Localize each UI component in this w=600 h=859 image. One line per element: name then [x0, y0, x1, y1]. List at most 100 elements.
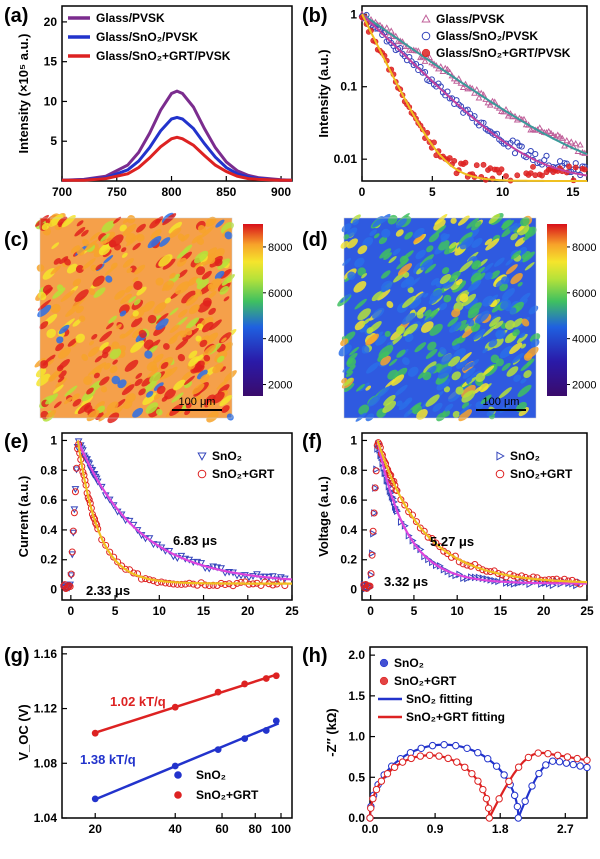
y-tick-label: 1.5 [348, 689, 365, 703]
data-point [498, 166, 505, 173]
pl-map-speck [77, 402, 92, 414]
pl-map-speck [216, 355, 225, 363]
x-tick-label: 750 [107, 185, 127, 199]
pl-map-speck [217, 258, 231, 270]
legend-label: Glass/SnO₂/PVSK [96, 30, 198, 44]
pl-map-speck [404, 333, 414, 343]
pl-map-speck [505, 258, 514, 266]
annotation: 1.38 kT/q [80, 752, 136, 767]
data-point [421, 48, 431, 58]
pl-map-speck [50, 265, 61, 275]
pl-map-speck [146, 390, 154, 398]
pl-map-speck [121, 327, 136, 339]
legend-label: SnO₂ fitting [406, 692, 473, 706]
data-point [555, 758, 564, 766]
pl-map-speck [395, 218, 407, 228]
pl-map-speck [201, 270, 212, 280]
data-point [468, 769, 476, 778]
pl-map-speck [402, 329, 411, 337]
pl-map-speck [499, 282, 508, 292]
pl-map-speck [462, 361, 474, 371]
pl-map-speck [357, 308, 371, 321]
data-point [554, 751, 562, 759]
pl-map-speck [387, 214, 398, 225]
data-point [390, 763, 399, 771]
pl-map-speck [153, 353, 164, 364]
pl-map-speck [489, 316, 501, 327]
pl-map-speck [377, 289, 391, 301]
pl-map-speck [355, 412, 367, 422]
data-point [369, 794, 377, 803]
y-tick-label: 0 [50, 583, 57, 597]
pl-map-speck [468, 376, 477, 384]
pl-map-speck [349, 346, 360, 356]
pl-map-speck [346, 238, 358, 249]
data-point [535, 769, 543, 778]
pl-map-speck [35, 368, 47, 378]
pl-map-speck [105, 322, 114, 330]
pl-map-speck [160, 361, 169, 370]
x-tick-label: 0 [367, 604, 374, 618]
pl-map-speck [523, 370, 532, 379]
data-point [462, 159, 469, 166]
panel-label: (e) [4, 431, 28, 453]
pl-map-speck [449, 241, 457, 249]
pl-map-speck [509, 342, 523, 355]
pl-map-speck [78, 315, 86, 322]
pl-map-speck [430, 277, 440, 286]
data-point [562, 759, 571, 767]
data-point [387, 27, 395, 34]
pl-map-speck [396, 325, 405, 335]
pl-map-speck [119, 224, 127, 232]
x-tick-label: 800 [162, 185, 182, 199]
pl-map-speck [401, 312, 416, 325]
panel-label: (f) [302, 431, 322, 453]
pl-map-speck [508, 222, 518, 231]
x-tick-label: 80 [249, 822, 263, 836]
pl-map-speck [191, 395, 202, 404]
pl-map-speck [142, 392, 157, 406]
pl-map-speck [517, 281, 523, 287]
pl-map-speck [58, 359, 70, 370]
pl-map-speck [347, 271, 356, 280]
pl-map-speck [519, 332, 526, 339]
data-point [72, 466, 81, 474]
pl-map-speck [415, 249, 426, 260]
panel-label: (d) [302, 229, 328, 251]
pl-map-speck [357, 267, 367, 276]
data-point [106, 548, 114, 556]
pl-map-speck [509, 307, 517, 315]
y-tick-label: 0.5 [348, 770, 365, 784]
pl-map-speck [133, 280, 143, 290]
panel-label: (h) [302, 645, 328, 667]
pl-map-speck [379, 213, 391, 224]
data-point [371, 484, 379, 492]
pl-map-speck [144, 350, 153, 359]
pl-map-speck [132, 276, 139, 283]
pl-map-speck [369, 229, 377, 237]
pl-map-speck [500, 276, 510, 285]
pl-map-speck [488, 339, 498, 348]
pl-map-speck [447, 317, 459, 327]
pl-map-speck [67, 338, 78, 347]
x-tick-label: 900 [271, 185, 291, 199]
data-point [530, 163, 536, 170]
pl-map-speck [380, 355, 391, 366]
legend-label: SnO₂+GRT fitting [406, 710, 505, 724]
pl-map-speck [48, 214, 64, 227]
pl-map-speck [484, 238, 493, 246]
pl-map-speck [479, 383, 489, 393]
pl-map-speck [99, 342, 109, 351]
y-tick-label: 1 [350, 7, 357, 21]
pl-map-speck [117, 379, 127, 389]
data-point [583, 756, 591, 764]
data-point [70, 506, 79, 514]
pl-map-speck [381, 228, 391, 238]
series-line [61, 115, 292, 182]
pl-map-speck [471, 272, 486, 285]
data-point [500, 771, 508, 779]
pl-map-speck [53, 258, 61, 265]
pl-map-speck [121, 252, 128, 258]
pl-map-speck [201, 321, 214, 333]
pl-map-speck [168, 221, 182, 234]
